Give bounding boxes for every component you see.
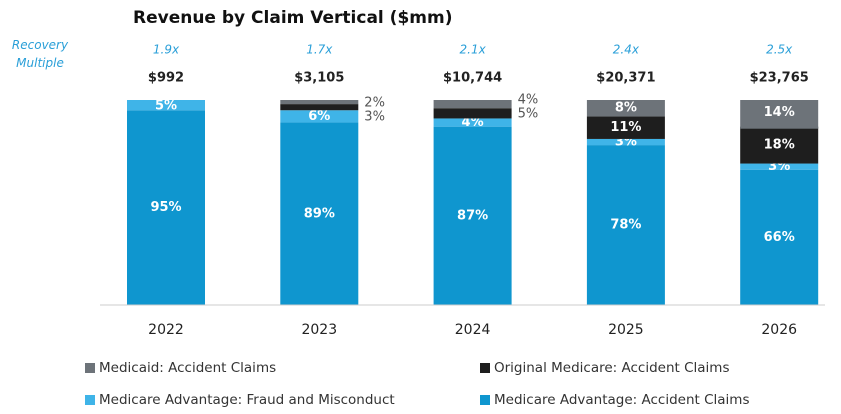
bar-segment: [433, 118, 512, 127]
multiple-label: 2.4x: [613, 43, 640, 57]
annotation-box: Recovery Multiple: [11, 38, 69, 70]
legend-swatch: [480, 363, 490, 373]
bar-segment: [586, 145, 665, 305]
x-tick-label: 2024: [455, 322, 491, 338]
legend-label: Medicaid: Accident Claims: [99, 360, 276, 376]
data-label: 5%: [155, 99, 177, 114]
data-label: 89%: [304, 206, 335, 221]
bar-segment: [586, 138, 665, 146]
bar-segment: [280, 104, 359, 111]
legend-swatch: [85, 395, 95, 405]
bar-segment: [740, 100, 819, 129]
data-label: 4%: [518, 93, 539, 108]
x-tick-label: 2023: [301, 322, 337, 338]
data-label: 11%: [610, 120, 641, 135]
bar-segment: [127, 110, 205, 305]
x-tick-label: 2025: [608, 322, 644, 338]
legend-label: Medicare Advantage: Fraud and Misconduct: [99, 392, 395, 408]
multiple-label: 1.7x: [306, 43, 333, 57]
data-label: 18%: [764, 138, 795, 153]
bar-segment: [433, 108, 512, 119]
data-label: 87%: [457, 208, 488, 223]
total-label: $10,744: [443, 71, 502, 86]
data-label: 5%: [518, 107, 539, 122]
total-label: $20,371: [596, 71, 655, 86]
bar-segment: [740, 163, 819, 170]
bar-segment: [740, 169, 819, 305]
bar-segment: [740, 126, 819, 164]
legend-swatch: [480, 395, 490, 405]
bar-segment: [127, 100, 205, 111]
bar-segment: [433, 126, 512, 306]
legend-label: Original Medicare: Accident Claims: [494, 360, 729, 376]
annotation: Recovery Multiple: [11, 38, 69, 70]
bar-segment: [433, 100, 512, 109]
bar-segment: [280, 122, 359, 305]
data-label: 78%: [610, 218, 641, 233]
data-label: 95%: [150, 200, 181, 215]
legend-swatch: [85, 363, 95, 373]
data-label: 8%: [615, 101, 637, 116]
chart-title: Revenue by Claim Vertical ($mm): [133, 8, 452, 28]
x-tick-label: 2022: [148, 322, 184, 338]
multiple-label: 2.1x: [460, 43, 487, 57]
multiple-label: 1.9x: [153, 43, 180, 57]
multiple-label: 2.5x: [766, 43, 793, 57]
data-label: 14%: [764, 105, 795, 120]
x-tick-label: 2026: [761, 322, 797, 338]
total-label: $23,765: [750, 71, 809, 86]
data-label: 3%: [364, 110, 385, 125]
bar-segment: [280, 110, 359, 123]
total-label: $3,105: [294, 71, 344, 86]
total-label: $992: [148, 71, 184, 86]
data-label: 66%: [764, 230, 795, 245]
bar-segment: [586, 100, 665, 117]
data-label: 2%: [364, 96, 385, 111]
bar-segment: [280, 100, 359, 105]
bar-segment: [586, 116, 665, 139]
data-label: 6%: [308, 109, 330, 124]
data-label: 4%: [462, 115, 484, 130]
legend-label: Medicare Advantage: Accident Claims: [494, 392, 749, 408]
